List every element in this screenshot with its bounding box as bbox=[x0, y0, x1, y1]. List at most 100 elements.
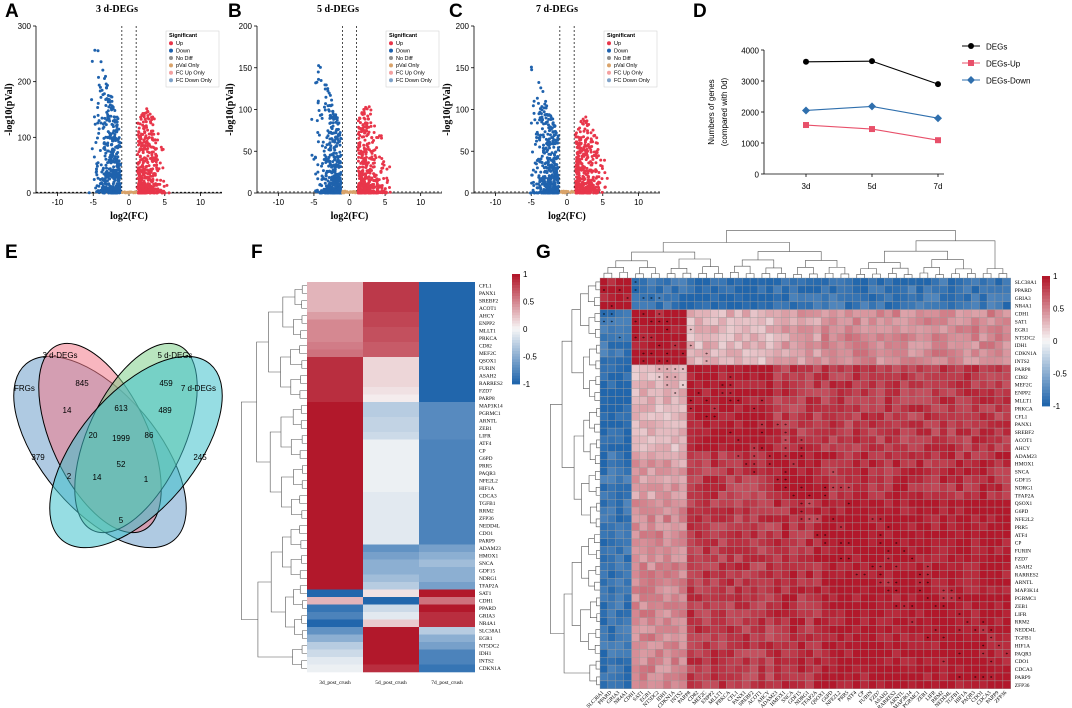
correlation-cell bbox=[765, 522, 774, 531]
correlation-cell bbox=[805, 380, 814, 389]
correlation-cell bbox=[797, 277, 806, 287]
correlation-cell bbox=[892, 380, 901, 389]
down-point bbox=[107, 158, 111, 162]
down-point bbox=[534, 170, 538, 174]
down-point bbox=[112, 157, 116, 161]
correlation-cell bbox=[757, 325, 767, 334]
correlation-cell bbox=[599, 396, 609, 405]
correlation-cell bbox=[844, 356, 853, 366]
correlation-cell bbox=[1002, 317, 1011, 326]
correlation-cell bbox=[931, 427, 940, 437]
correlation-cell bbox=[915, 356, 925, 366]
down-point bbox=[338, 133, 342, 137]
correlation-cell bbox=[694, 427, 703, 437]
up-point bbox=[141, 185, 145, 189]
correlation-cell bbox=[876, 356, 885, 366]
up-point bbox=[591, 140, 595, 144]
correlation-cell bbox=[631, 451, 640, 460]
correlation-cell bbox=[663, 396, 672, 405]
up-point bbox=[369, 112, 373, 116]
heatmap-cell bbox=[363, 304, 419, 313]
legend-item-label: FC Down Only bbox=[176, 78, 212, 84]
down-point bbox=[101, 166, 105, 170]
correlation-cell bbox=[939, 285, 948, 294]
down-point bbox=[99, 95, 103, 99]
down-point bbox=[334, 129, 338, 133]
correlation-cell bbox=[900, 475, 909, 484]
correlation-cell bbox=[734, 301, 743, 310]
correlation-cell bbox=[900, 420, 909, 429]
correlation-cell bbox=[623, 404, 632, 413]
correlation-cell bbox=[631, 514, 640, 524]
heatmap-cell bbox=[419, 462, 475, 470]
y-axis-label: Numbers of genes bbox=[707, 79, 716, 144]
correlation-cell bbox=[939, 380, 948, 389]
correlation-cell bbox=[607, 380, 616, 389]
colorbar-segment bbox=[512, 298, 520, 302]
down-point bbox=[324, 184, 328, 188]
correlation-cell bbox=[852, 499, 861, 508]
heatmap-cell bbox=[363, 552, 419, 560]
heatmap-cell bbox=[363, 612, 419, 620]
heatmap-cell bbox=[363, 507, 419, 515]
correlation-cell bbox=[607, 467, 616, 476]
correlation-cell bbox=[765, 293, 774, 302]
heatmap-cell bbox=[307, 574, 363, 583]
colorbar-segment bbox=[512, 320, 520, 324]
up-point bbox=[146, 128, 150, 132]
legend-marker bbox=[169, 78, 173, 83]
correlation-cell bbox=[639, 420, 648, 429]
up-point bbox=[584, 150, 588, 154]
y-tick-label: 1000 bbox=[741, 140, 759, 149]
correlation-cell bbox=[852, 380, 861, 389]
up-point bbox=[147, 164, 151, 168]
correlation-cell bbox=[663, 530, 672, 539]
colorbar-segment bbox=[512, 318, 520, 322]
correlation-cell bbox=[947, 317, 956, 326]
correlation-cell bbox=[623, 356, 632, 366]
correlation-cell bbox=[757, 491, 767, 500]
down-point bbox=[331, 191, 335, 195]
down-point bbox=[331, 160, 335, 164]
correlation-cell bbox=[986, 443, 996, 452]
up-point bbox=[367, 180, 371, 184]
plot-title: 7 d-DEGs bbox=[536, 4, 578, 15]
correlation-cell bbox=[718, 293, 727, 302]
correlation-cell bbox=[868, 491, 877, 500]
venn-region-count: 459 bbox=[159, 379, 173, 388]
up-point bbox=[597, 186, 601, 190]
correlation-cell bbox=[884, 293, 893, 302]
correlation-cell bbox=[655, 451, 664, 460]
correlation-cell bbox=[900, 467, 909, 476]
correlation-cell bbox=[686, 435, 695, 445]
up-point bbox=[156, 132, 160, 136]
correlation-cell bbox=[947, 364, 956, 373]
correlation-cell bbox=[678, 317, 688, 326]
correlation-cell bbox=[907, 435, 917, 445]
correlation-cell bbox=[663, 522, 672, 531]
correlation-cell bbox=[876, 380, 885, 389]
correlation-cell bbox=[860, 483, 869, 492]
correlation-cell bbox=[749, 372, 759, 381]
correlation-cell bbox=[868, 301, 877, 310]
correlation-cell bbox=[892, 451, 901, 460]
correlation-cell bbox=[599, 443, 609, 452]
correlation-cell bbox=[615, 317, 624, 326]
correlation-cell bbox=[718, 301, 727, 310]
down-point bbox=[101, 122, 105, 126]
correlation-cell bbox=[915, 522, 925, 531]
correlation-cell bbox=[868, 277, 877, 287]
down-point bbox=[96, 106, 100, 110]
up-point bbox=[146, 110, 150, 114]
dendrogram-branch bbox=[301, 315, 307, 324]
up-point bbox=[574, 167, 578, 171]
x-tick-label: 7d bbox=[934, 182, 943, 191]
correlation-cell bbox=[797, 427, 806, 437]
down-point bbox=[541, 150, 545, 154]
up-point bbox=[367, 130, 371, 134]
down-point bbox=[315, 119, 319, 123]
correlation-cell bbox=[694, 522, 703, 531]
up-point bbox=[162, 190, 166, 194]
correlation-cell bbox=[623, 333, 632, 342]
correlation-cell bbox=[710, 538, 719, 547]
